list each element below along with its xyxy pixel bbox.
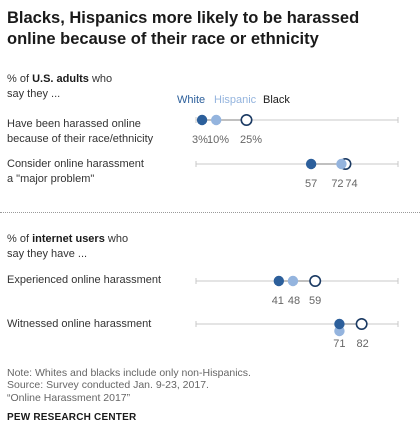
- row-label-line1: Experienced online harassment: [7, 274, 162, 286]
- row-label-line2: a "major problem": [7, 172, 95, 185]
- row-label-harassed-race: Have been harassed online because of the…: [7, 117, 153, 146]
- dot-black: [355, 317, 368, 330]
- section-label-suffix: who: [88, 73, 113, 85]
- footer-report: “Online Harassment 2017”: [7, 391, 131, 404]
- section-label-internet-users: % of internet users who say they have ..…: [7, 232, 128, 261]
- row-label-major-problem: Consider online harassment a "major prob…: [7, 157, 144, 186]
- section-label-bold: U.S. adults: [32, 73, 89, 85]
- value-label-white: 57: [305, 178, 317, 190]
- dot-hispanic: [211, 114, 222, 126]
- dot-white: [305, 158, 317, 170]
- section-label-line2: say they ...: [7, 87, 61, 100]
- value-label-white: 3%: [192, 134, 208, 146]
- dot-white: [334, 318, 345, 330]
- dot-black: [240, 114, 253, 127]
- value-label-hispanic: 48: [288, 295, 300, 307]
- row-label-line1: Witnessed online harassment: [7, 318, 152, 330]
- section-label-suffix: who: [104, 233, 129, 245]
- chart-title: Blacks, Hispanics more likely to be hara…: [7, 9, 360, 48]
- row-label-line1: Consider online harassment: [7, 158, 144, 170]
- row-label-experienced: Experienced online harassment: [7, 273, 161, 288]
- row-label-witnessed: Witnessed online harassment: [7, 317, 151, 332]
- footer-notes: Note: Whites and blacks include only non…: [7, 367, 251, 404]
- section-label-bold: internet users: [32, 233, 105, 245]
- row-label-line2: because of their race/ethnicity: [7, 132, 154, 145]
- dot-black: [309, 274, 322, 287]
- section-label-prefix: % of: [7, 73, 33, 85]
- value-label-black: 59: [309, 295, 321, 307]
- value-label-white: 41: [272, 295, 284, 307]
- legend-black: Black: [263, 94, 290, 106]
- brand-logo-text: PEW RESEARCH CENTER: [7, 412, 137, 423]
- section-divider: [0, 212, 420, 213]
- dot-white: [273, 275, 285, 287]
- value-label-black: 25%: [240, 134, 262, 146]
- dot-white: [196, 114, 208, 126]
- footer-source: Source: Survey conducted Jan. 9-23, 2017…: [7, 379, 209, 392]
- value-label-black: 82: [357, 338, 369, 350]
- footer-note: Note: Whites and blacks include only non…: [7, 367, 251, 379]
- dot-hispanic: [287, 275, 299, 287]
- section-label-us-adults: % of U.S. adults who say they ...: [7, 72, 112, 101]
- value-label-white: 71: [333, 338, 345, 350]
- section-label-prefix: % of: [7, 233, 33, 245]
- row-label-line1: Have been harassed online: [7, 118, 141, 130]
- value-label-hispanic: 72: [331, 178, 343, 190]
- value-label-black: 74: [345, 178, 357, 190]
- legend-white: White: [177, 94, 206, 106]
- section-label-line2: say they have ...: [7, 247, 88, 260]
- value-label-hispanic: 10%: [207, 134, 229, 146]
- legend-hispanic: Hispanic: [214, 94, 257, 106]
- dot-hispanic: [336, 158, 347, 170]
